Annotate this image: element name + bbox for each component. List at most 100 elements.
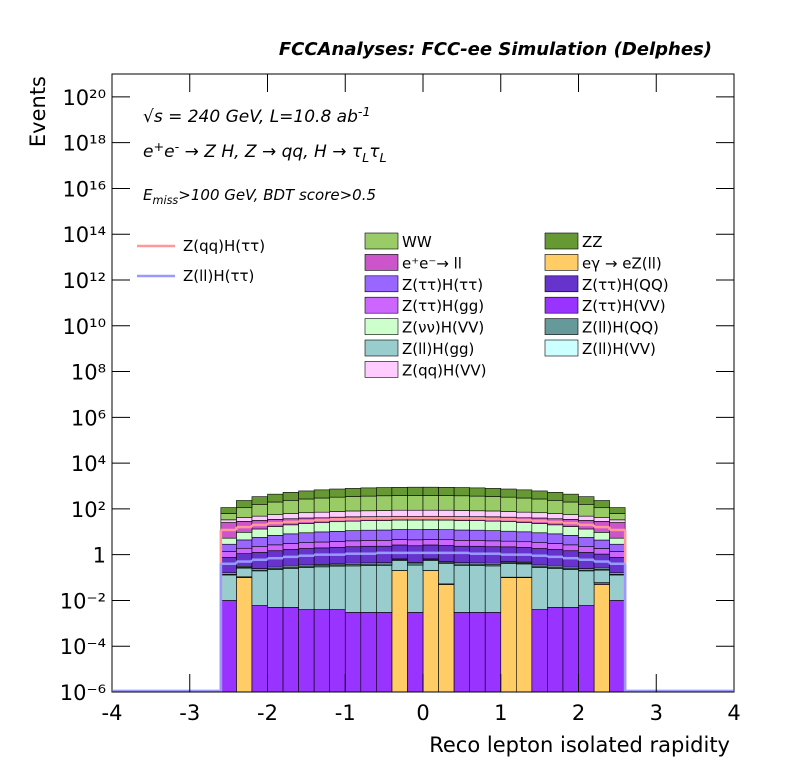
histogram-bar bbox=[252, 606, 268, 692]
histogram-bar bbox=[236, 532, 252, 540]
histogram-bar bbox=[330, 497, 346, 511]
legend-swatch bbox=[545, 340, 578, 356]
histogram-bar bbox=[563, 527, 579, 536]
histogram-bar bbox=[579, 537, 595, 546]
histogram-bar bbox=[594, 508, 610, 518]
histogram-bar bbox=[563, 569, 579, 607]
histogram-bar bbox=[610, 557, 626, 572]
y-tick-label: 10²⁰ bbox=[62, 86, 106, 110]
legend-swatch bbox=[365, 297, 398, 313]
histogram-bar bbox=[594, 570, 610, 582]
histogram-bar bbox=[361, 521, 377, 531]
histogram-bar bbox=[345, 566, 361, 613]
histogram-bar bbox=[423, 529, 439, 539]
histogram-bar bbox=[454, 511, 470, 517]
histogram-bar bbox=[579, 529, 595, 537]
legend-swatch bbox=[545, 254, 578, 270]
histogram-bar bbox=[610, 538, 626, 544]
histogram-bar bbox=[252, 504, 268, 516]
histogram-bar bbox=[501, 497, 517, 511]
histogram-bar bbox=[470, 488, 486, 496]
y-tick-label: 10⁻² bbox=[60, 589, 106, 613]
y-tick-label: 10¹⁰ bbox=[62, 315, 106, 339]
histogram-bar bbox=[376, 530, 392, 540]
histogram-bar bbox=[236, 501, 252, 508]
histogram-bar bbox=[345, 541, 361, 547]
annotation-part: miss bbox=[152, 194, 178, 207]
histogram-bar bbox=[470, 566, 486, 613]
histogram-bar bbox=[221, 600, 237, 692]
legend-label: WW bbox=[402, 233, 432, 251]
histogram-bar bbox=[361, 530, 377, 540]
histogram-bar bbox=[361, 496, 377, 511]
histogram-bar bbox=[376, 488, 392, 496]
x-tick-label: -1 bbox=[335, 701, 356, 725]
histogram-bar bbox=[314, 548, 330, 565]
annotation-part: √s = 240 GeV, L=10.8 ab bbox=[143, 107, 358, 127]
histogram-bar bbox=[407, 612, 423, 692]
histogram-bar bbox=[610, 552, 626, 558]
histogram-bar bbox=[299, 491, 315, 499]
histogram-bar bbox=[361, 488, 377, 496]
x-tick-label: 3 bbox=[650, 701, 663, 725]
histogram-bar bbox=[594, 584, 610, 692]
histogram-bar bbox=[283, 492, 299, 500]
histogram-bar bbox=[345, 547, 361, 563]
histogram-bar bbox=[516, 523, 532, 532]
histogram-bar bbox=[236, 508, 252, 518]
legend-label: eγ → eZ(ll) bbox=[582, 254, 662, 272]
x-tick-label: 0 bbox=[416, 701, 429, 725]
y-tick-label: 10² bbox=[71, 498, 106, 522]
histogram-bar bbox=[314, 567, 330, 610]
histogram-bar bbox=[314, 523, 330, 532]
histogram-bar bbox=[485, 511, 501, 517]
histogram-bar bbox=[485, 521, 501, 531]
histogram-bar bbox=[236, 578, 252, 692]
histogram-bar bbox=[252, 529, 268, 537]
histogram-bar bbox=[532, 513, 548, 518]
histogram-bar bbox=[314, 498, 330, 512]
annotation: √s = 240 GeV, L=10.8 ab-1 bbox=[143, 105, 371, 127]
histogram-bar bbox=[594, 548, 610, 554]
y-tick-label: 10¹⁸ bbox=[62, 132, 106, 156]
histogram-bar bbox=[299, 499, 315, 513]
histogram-bar bbox=[345, 497, 361, 511]
histogram-bar bbox=[330, 541, 346, 547]
histogram-bar bbox=[361, 511, 377, 517]
histogram-bar bbox=[407, 565, 423, 612]
chart-title: FCCAnalyses: FCC-ee Simulation (Delphes) bbox=[279, 39, 712, 60]
histogram-bar bbox=[221, 575, 237, 600]
histogram-bar bbox=[423, 571, 439, 692]
y-axis-label: Events bbox=[26, 76, 50, 147]
histogram-bar bbox=[470, 612, 486, 692]
histogram-bar bbox=[454, 496, 470, 511]
histogram-bar bbox=[501, 541, 517, 547]
histogram-bar bbox=[283, 514, 299, 519]
histogram-bar bbox=[299, 513, 315, 518]
histogram-bar bbox=[516, 542, 532, 548]
histogram-bar bbox=[345, 531, 361, 541]
x-tick-label: 1 bbox=[494, 701, 507, 725]
histogram-bar bbox=[501, 531, 517, 541]
histogram-bar bbox=[283, 525, 299, 534]
histogram-bar bbox=[268, 502, 284, 515]
histogram-bar bbox=[547, 543, 563, 549]
histogram-bar bbox=[594, 501, 610, 508]
annotation-part: e bbox=[143, 142, 153, 162]
histogram-bar bbox=[330, 511, 346, 517]
histogram-bar bbox=[501, 578, 517, 692]
histogram-bar bbox=[252, 547, 268, 553]
histogram-bar bbox=[423, 539, 439, 545]
histogram-bar bbox=[376, 496, 392, 511]
histogram-bar bbox=[532, 499, 548, 513]
histogram-bar bbox=[563, 515, 579, 520]
histogram-bar bbox=[610, 513, 626, 519]
legend-label: e⁺e⁻→ ll bbox=[402, 254, 462, 272]
histogram-bar bbox=[221, 538, 237, 544]
histogram-bar bbox=[330, 522, 346, 532]
y-tick-label: 10⁻⁶ bbox=[60, 681, 106, 705]
x-tick-label: 2 bbox=[572, 701, 585, 725]
histogram-bar bbox=[407, 520, 423, 530]
histogram-bar bbox=[439, 530, 455, 540]
histogram-bar bbox=[299, 610, 315, 692]
